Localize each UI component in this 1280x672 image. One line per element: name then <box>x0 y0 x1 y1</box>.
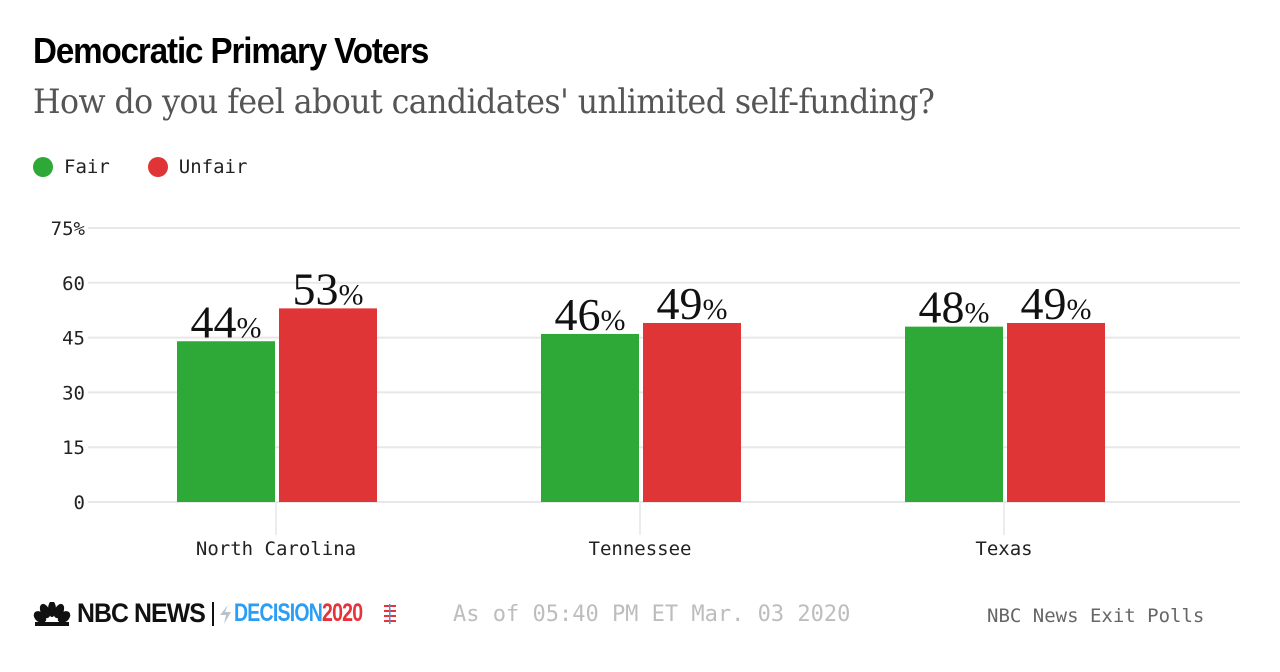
data-label-suffix: % <box>601 304 626 337</box>
bar-fair[interactable] <box>177 341 275 502</box>
timestamp: As of 05:40 PM ET Mar. 03 2020 <box>453 602 851 627</box>
flag-stripes-icon <box>384 603 397 624</box>
bar-fair[interactable] <box>905 326 1003 502</box>
data-label-suffix: % <box>965 297 990 330</box>
x-tick-label: Texas <box>975 538 1032 560</box>
y-tick-label: 75% <box>51 218 86 240</box>
data-label-value: 46 <box>555 289 601 340</box>
legend-label-fair: Fair <box>64 156 110 178</box>
data-label: 44% <box>191 296 262 347</box>
chart-title: Democratic Primary Voters <box>33 30 429 71</box>
legend-label-unfair: Unfair <box>178 156 248 178</box>
y-tick-label: 15 <box>62 437 85 459</box>
logo-divider <box>212 601 214 626</box>
data-label: 49% <box>1021 278 1092 329</box>
peacock-icon <box>33 601 71 626</box>
nbc-news-logo[interactable]: NBC NEWS DECISION2020 <box>33 598 398 629</box>
data-label: 49% <box>657 278 728 329</box>
data-label-value: 53 <box>293 263 339 314</box>
data-label-suffix: % <box>237 311 262 344</box>
legend: Fair Unfair <box>33 156 285 178</box>
legend-item-unfair[interactable]: Unfair <box>147 156 248 178</box>
data-label-value: 49 <box>1021 278 1067 329</box>
data-label-value: 48 <box>919 282 965 333</box>
y-tick-label: 45 <box>62 328 85 350</box>
data-label: 46% <box>555 289 626 340</box>
nbc-news-wordmark: NBC NEWS <box>77 598 206 628</box>
data-label-value: 49 <box>657 278 703 329</box>
bar-chart: 0 15 30 45 60 75% North Carolina Tennessee Texas… <box>51 218 1240 560</box>
y-tick-label: 30 <box>62 382 85 404</box>
chart-subtitle: How do you feel about candidates' unlimi… <box>33 82 935 122</box>
data-label-suffix: % <box>339 278 364 311</box>
footer: NBC NEWS DECISION2020 As of 05:40 PM ET … <box>0 596 1280 636</box>
data-label: 53% <box>293 263 364 314</box>
data-label-suffix: % <box>703 293 728 326</box>
legend-swatch-unfair <box>147 157 168 177</box>
data-label-suffix: % <box>1067 293 1092 326</box>
decision-2020-logo: DECISION2020 <box>234 599 363 628</box>
legend-item-fair[interactable]: Fair <box>33 156 110 178</box>
bar-unfair[interactable] <box>1007 322 1105 502</box>
bar-unfair[interactable] <box>279 308 377 502</box>
legend-swatch-fair <box>33 157 53 177</box>
x-tick-label: North Carolina <box>196 538 356 560</box>
star-icon <box>220 604 231 624</box>
data-label: 48% <box>919 282 990 333</box>
y-tick-label: 0 <box>74 492 85 514</box>
decision-label: DECISION <box>234 599 323 627</box>
source-credit: NBC News Exit Polls <box>987 605 1205 627</box>
y-tick-label: 60 <box>62 273 85 295</box>
x-tick-label: Tennessee <box>589 538 692 560</box>
decision-year: 2020 <box>322 599 363 627</box>
bar-fair[interactable] <box>541 333 639 502</box>
data-label-value: 44 <box>191 296 237 347</box>
bar-unfair[interactable] <box>643 322 741 502</box>
